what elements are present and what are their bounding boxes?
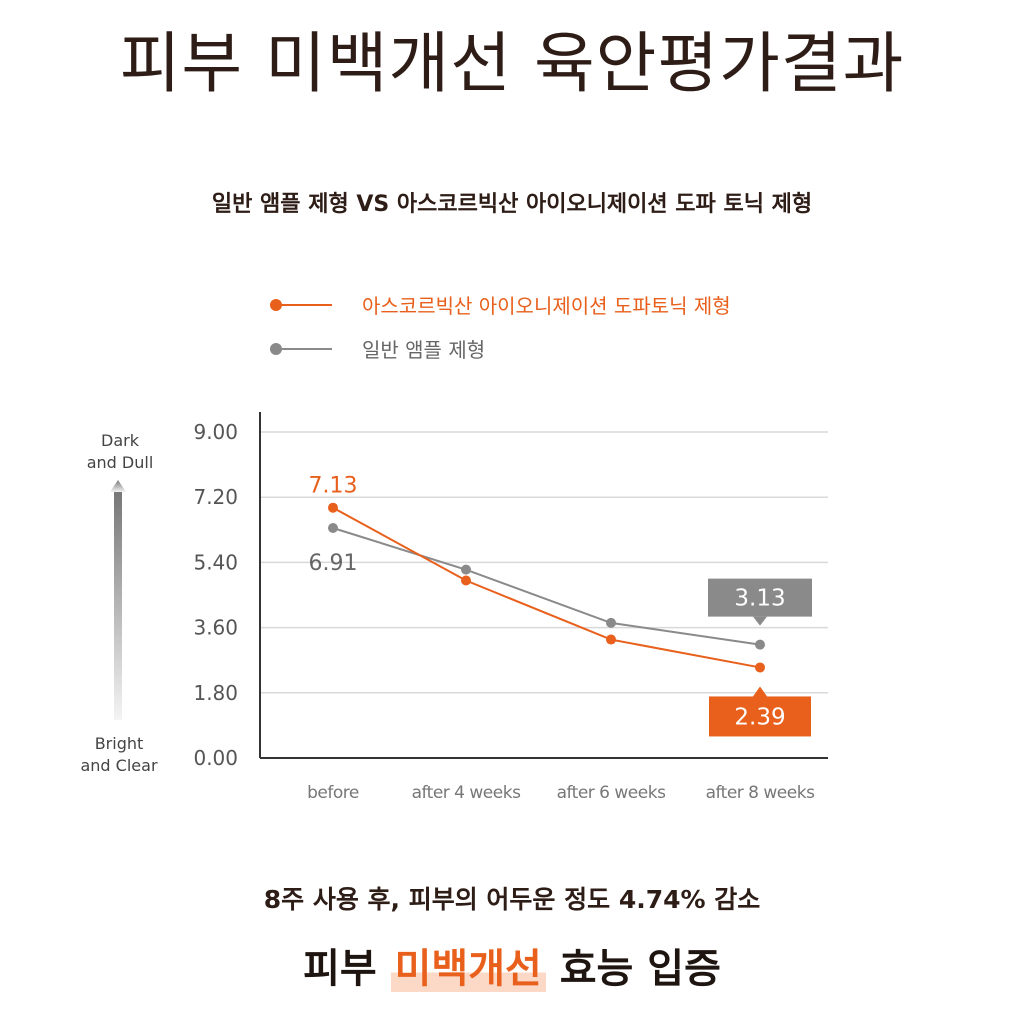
y-tick-label: 9.00 (193, 420, 238, 444)
data-label: 3.13 (734, 586, 785, 612)
data-point (328, 502, 338, 513)
axis-label-dark-line2: and Dull (86, 453, 154, 472)
y-tick-label: 1.80 (193, 681, 238, 705)
data-point (755, 662, 765, 673)
result-headline: 피부 미백개선 효능 입증 (0, 936, 1024, 994)
legend-label-gray: 일반 앰플 제형 (362, 338, 486, 362)
data-point (606, 634, 616, 645)
result-summary: 8주 사용 후, 피부의 어두운 정도 4.74% 감소 (263, 885, 761, 914)
data-label: 6.91 (309, 551, 358, 576)
data-point (328, 522, 338, 533)
data-point (606, 617, 616, 628)
gradient-arrow-icon (110, 480, 126, 720)
headline-prefix: 피부 (303, 946, 391, 992)
axis-label-dark-line1: Dark (101, 431, 139, 450)
axis-label-dark: Dark and Dull (70, 430, 170, 474)
x-tick-label: before (307, 783, 359, 803)
x-tick-label: after 4 weeks (412, 783, 522, 803)
headline-highlight: 미백개선 (390, 946, 546, 992)
y-tick-label: 5.40 (193, 550, 238, 574)
y-tick-label: 3.60 (193, 616, 238, 640)
data-label-pointer (753, 686, 767, 697)
x-tick-label: after 6 weeks (557, 783, 667, 803)
legend-marker-gray (270, 343, 282, 355)
data-label-box (709, 696, 811, 737)
y-tick-label: 0.00 (193, 746, 238, 770)
page-title: 피부 미백개선 육안평가결과 (119, 25, 905, 102)
series-line-0 (332, 506, 761, 669)
data-point (755, 639, 765, 650)
data-label-box (708, 578, 812, 617)
axis-label-bright: Bright and Clear (66, 733, 172, 777)
data-label: 7.13 (309, 474, 358, 499)
y-tick-label: 7.20 (193, 485, 238, 509)
axis-label-bright-line2: and Clear (80, 756, 158, 775)
legend-label-orange: 아스코르빅산 아이오니제이션 도파토닉 제형 (362, 294, 731, 318)
data-point (461, 575, 471, 586)
data-point (461, 564, 471, 575)
data-label: 2.39 (734, 704, 785, 730)
headline-suffix: 효능 입증 (545, 946, 721, 992)
series-line-1 (332, 527, 761, 646)
legend-line-gray (270, 348, 332, 350)
comparison-subtitle: 일반 앰플 제형 VS 아스코르빅산 아이오니제이션 도파 토닉 제형 (211, 192, 813, 217)
data-label-pointer (753, 616, 767, 626)
legend-line-orange (270, 304, 332, 306)
x-tick-label: after 8 weeks (706, 783, 816, 803)
axis-label-bright-line1: Bright (94, 734, 144, 753)
legend-marker-orange (270, 299, 282, 311)
